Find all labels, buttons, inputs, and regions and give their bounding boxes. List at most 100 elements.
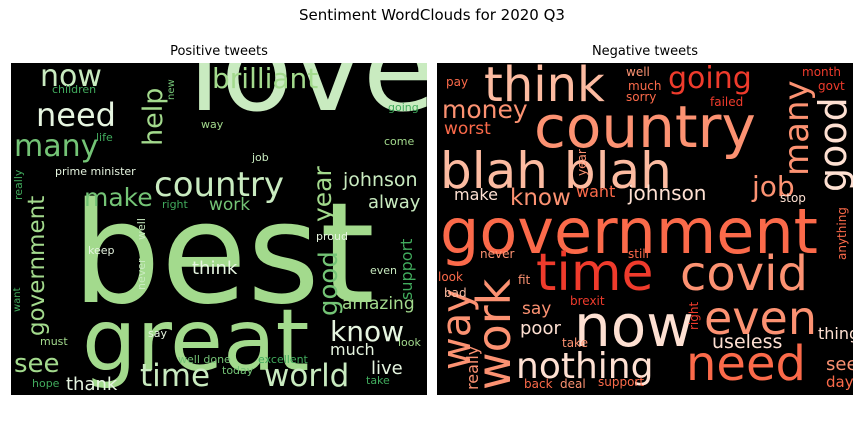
figure-title: Sentiment WordClouds for 2020 Q3 xyxy=(299,6,565,24)
positive-word-alway: alway xyxy=(368,192,421,213)
negative-word-money: money xyxy=(442,95,528,124)
positive-word-amazing: amazing xyxy=(342,294,415,314)
negative-word-need: need xyxy=(686,336,806,392)
negative-word-month: month xyxy=(802,65,841,79)
positive-word-love: love xyxy=(188,63,427,138)
positive-panel-title: Positive tweets xyxy=(170,44,268,59)
positive-word-time: time xyxy=(140,358,210,394)
negative-word-way: way xyxy=(437,289,480,370)
positive-word-good: good xyxy=(314,251,344,316)
negative-word-day: day xyxy=(826,373,853,391)
negative-word-covid: covid xyxy=(680,246,808,302)
positive-word-need: need xyxy=(36,96,116,134)
negative-word-job: job xyxy=(751,170,795,203)
positive-word-live: live xyxy=(371,358,403,379)
negative-word-well: well xyxy=(626,65,650,79)
negative-word-nothing: nothing xyxy=(516,346,653,387)
positive-word-proud: proud xyxy=(316,230,348,243)
positive-word-life: life xyxy=(96,131,113,144)
positive-word-think: think xyxy=(192,258,238,279)
negative-word-bad: bad xyxy=(444,286,467,300)
negative-word-thing: thing xyxy=(818,324,853,343)
negative-word-worst: worst xyxy=(444,119,491,139)
negative-word-brexit: brexit xyxy=(570,294,605,308)
positive-word-year: year xyxy=(308,166,337,222)
positive-word-new: new xyxy=(166,79,177,100)
negative-word-time: time xyxy=(536,243,653,303)
negative-word-really: really xyxy=(463,346,482,390)
positive-word-world: world xyxy=(264,358,349,394)
negative-word-government: government xyxy=(440,195,818,268)
negative-word-make: make xyxy=(454,185,498,204)
positive-word-way: way xyxy=(201,118,224,131)
positive-word-look: look xyxy=(398,336,422,349)
positive-word-know: know xyxy=(330,315,404,348)
positive-word-even: even xyxy=(370,264,397,277)
positive-word-never: never xyxy=(135,258,148,290)
positive-wordcloud-panel: love best great now brilliant need help many cou… xyxy=(11,63,427,395)
negative-word-deal: deal xyxy=(560,377,586,391)
negative-panel-title: Negative tweets xyxy=(591,44,699,59)
negative-word-much: much xyxy=(628,79,662,93)
negative-word-support: support xyxy=(598,375,644,389)
negative-word-even: even xyxy=(704,291,817,345)
negative-word-pay: pay xyxy=(446,75,468,89)
negative-wordcloud-panel: think country blah blah government time covid… xyxy=(437,63,853,395)
negative-word-back: back xyxy=(524,377,553,391)
positive-word-well-done: well done xyxy=(178,353,231,366)
negative-word-think: think xyxy=(484,63,605,113)
negative-word-look: look xyxy=(438,270,463,284)
positive-word-really: really xyxy=(12,169,25,200)
positive-word-now: now xyxy=(40,63,102,94)
positive-word-take: take xyxy=(366,374,390,387)
positive-word-well: well xyxy=(135,218,148,240)
positive-word-job: job xyxy=(251,151,269,164)
positive-word-going: going xyxy=(388,101,419,114)
negative-word-want: want xyxy=(576,182,615,201)
positive-word-thank: thank xyxy=(66,374,118,395)
positive-word-best: best xyxy=(72,173,375,336)
negative-word-know: know xyxy=(510,185,571,211)
positive-word-support: support xyxy=(397,239,416,300)
negative-word-stop: stop xyxy=(780,191,806,205)
negative-word-country: country xyxy=(534,93,756,161)
negative-word-useless: useless xyxy=(712,331,782,353)
positive-word-johnson: johnson xyxy=(342,169,418,191)
positive-word-excellent: excellent xyxy=(258,353,309,366)
negative-word-see: see xyxy=(826,354,853,375)
negative-word-sorry: sorry xyxy=(626,90,656,104)
negative-word-work: work xyxy=(467,278,521,390)
positive-word-hope: hope xyxy=(32,377,60,390)
positive-word-come: come xyxy=(384,135,414,148)
negative-word-many: many xyxy=(777,80,817,176)
negative-word-right: right xyxy=(687,302,701,330)
positive-word-prime-minister: prime minister xyxy=(55,165,136,178)
negative-word-anything: anything xyxy=(835,207,849,260)
negative-word-poor: poor xyxy=(520,318,561,339)
positive-word-government: government xyxy=(24,196,50,336)
positive-word-right: right xyxy=(162,198,189,211)
positive-word-help: help xyxy=(138,88,169,146)
negative-word-johnson: johnson xyxy=(627,181,706,205)
negative-word-going: going xyxy=(668,63,752,96)
negative-word-failed: failed xyxy=(710,95,743,109)
positive-word-country: country xyxy=(154,165,284,205)
positive-word-want: want xyxy=(12,287,23,312)
positive-word-must: must xyxy=(40,335,68,348)
negative-word-blah-blah: blah blah xyxy=(440,142,672,200)
positive-word-many: many xyxy=(14,129,98,164)
positive-word-today: today xyxy=(222,364,254,377)
negative-word-say: say xyxy=(522,299,551,319)
positive-word-work: work xyxy=(209,195,250,215)
negative-word-take: take xyxy=(562,336,588,350)
positive-word-keep: keep xyxy=(88,244,115,257)
positive-word-children: children xyxy=(52,83,96,96)
positive-word-brilliant: brilliant xyxy=(212,63,318,95)
negative-word-fit: fit xyxy=(518,273,531,287)
positive-word-much: much xyxy=(330,340,375,359)
negative-word-good: good xyxy=(811,97,853,192)
negative-word-year: year xyxy=(575,149,589,176)
